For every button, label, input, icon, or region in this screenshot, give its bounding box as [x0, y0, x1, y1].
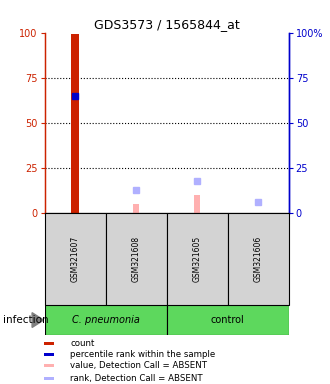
Bar — [44, 353, 54, 356]
Text: infection: infection — [3, 315, 49, 325]
Bar — [167, 213, 228, 305]
Bar — [45, 213, 106, 305]
Bar — [45, 305, 167, 335]
Bar — [167, 305, 289, 335]
Text: GSM321607: GSM321607 — [71, 236, 80, 282]
Text: control: control — [211, 315, 245, 325]
Bar — [194, 195, 200, 213]
Bar — [106, 213, 167, 305]
Text: GSM321608: GSM321608 — [132, 236, 141, 282]
Text: value, Detection Call = ABSENT: value, Detection Call = ABSENT — [70, 361, 207, 370]
Bar — [44, 364, 54, 367]
Text: C. pneumonia: C. pneumonia — [72, 315, 140, 325]
Bar — [71, 35, 79, 213]
Bar — [133, 204, 139, 213]
Title: GDS3573 / 1565844_at: GDS3573 / 1565844_at — [94, 18, 240, 31]
Text: count: count — [70, 339, 94, 348]
Text: rank, Detection Call = ABSENT: rank, Detection Call = ABSENT — [70, 374, 203, 382]
Text: percentile rank within the sample: percentile rank within the sample — [70, 350, 215, 359]
Bar — [44, 377, 54, 379]
Text: GSM321605: GSM321605 — [193, 236, 202, 282]
Bar — [44, 342, 54, 345]
Polygon shape — [32, 313, 44, 328]
Bar — [228, 213, 289, 305]
Text: GSM321606: GSM321606 — [254, 236, 263, 282]
